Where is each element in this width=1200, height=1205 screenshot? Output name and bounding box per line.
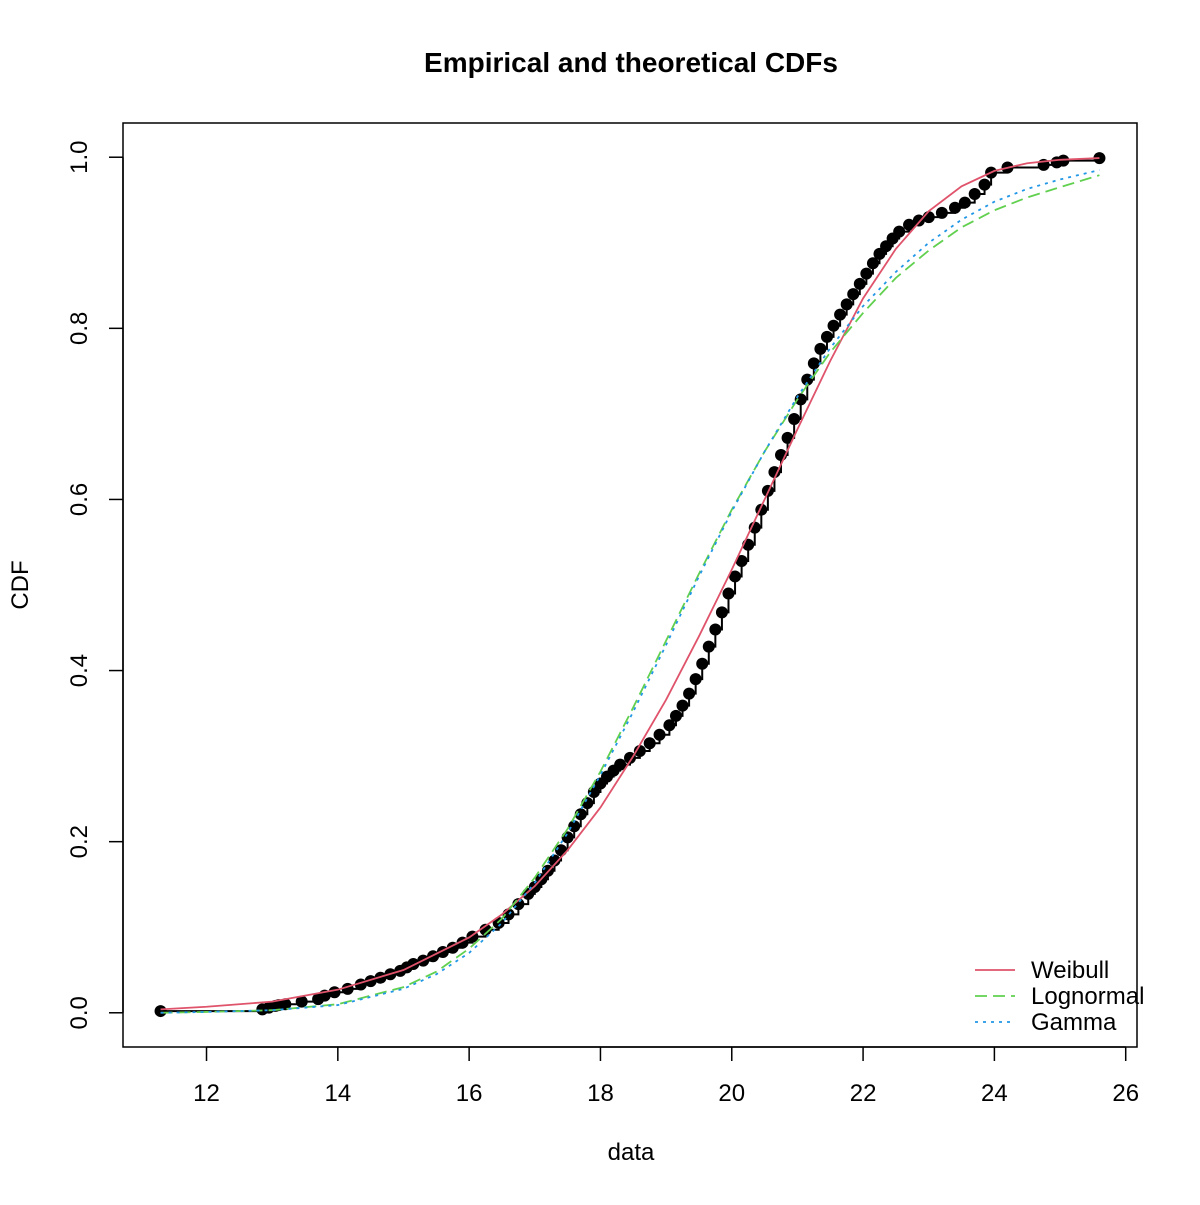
empirical-point xyxy=(903,218,916,231)
empirical-point xyxy=(935,206,948,219)
y-tick-label: 0.6 xyxy=(66,483,93,516)
y-axis: 0.0 0.2 0.4 0.6 0.8 1.0 xyxy=(66,141,124,1029)
empirical-point xyxy=(807,357,820,370)
y-tick-label: 0.2 xyxy=(66,825,93,858)
x-tick-label: 20 xyxy=(718,1080,745,1107)
empirical-point xyxy=(676,699,689,712)
x-tick-label: 22 xyxy=(850,1080,877,1107)
empirical-point xyxy=(702,640,715,653)
empirical-point xyxy=(860,267,873,280)
empirical-point xyxy=(729,570,742,583)
plot-area xyxy=(154,152,1106,1018)
empirical-point xyxy=(663,719,676,732)
y-tick-label: 0.8 xyxy=(66,312,93,345)
empirical-point xyxy=(978,178,991,191)
empirical-cdf-step xyxy=(160,158,1101,1013)
empirical-point xyxy=(653,728,666,741)
empirical-point xyxy=(479,923,492,936)
x-tick-label: 14 xyxy=(324,1080,351,1107)
plot-frame xyxy=(122,122,1138,1048)
empirical-point xyxy=(768,466,781,479)
empirical-point xyxy=(715,606,728,619)
empirical-point xyxy=(820,330,833,343)
empirical-point xyxy=(840,298,853,311)
empirical-point xyxy=(328,986,341,999)
empirical-point xyxy=(958,196,971,209)
series-line-weibull xyxy=(160,157,1100,1011)
empirical-point xyxy=(893,225,906,238)
empirical-point xyxy=(696,657,709,670)
empirical-point xyxy=(643,737,656,750)
x-tick-label: 24 xyxy=(981,1080,1008,1107)
legend-label-weibull: Weibull xyxy=(1031,957,1109,984)
empirical-point xyxy=(722,587,735,600)
legend-label-lognormal: Lognormal xyxy=(1031,983,1144,1010)
empirical-point xyxy=(788,413,801,426)
empirical-point xyxy=(748,521,761,534)
empirical-point xyxy=(814,342,827,355)
empirical-point xyxy=(709,623,722,636)
chart-title: Empirical and theoretical CDFs xyxy=(424,47,838,78)
empirical-point xyxy=(633,744,646,757)
y-tick-label: 1.0 xyxy=(66,141,93,174)
empirical-point xyxy=(866,257,879,270)
x-axis-label: data xyxy=(608,1139,655,1166)
empirical-point xyxy=(683,687,696,700)
y-axis-label: CDF xyxy=(7,560,34,609)
empirical-point xyxy=(689,673,702,686)
x-axis: 12 14 16 18 20 22 24 26 xyxy=(193,1046,1139,1107)
x-tick-label: 12 xyxy=(193,1080,220,1107)
empirical-point xyxy=(949,201,961,214)
x-tick-label: 26 xyxy=(1112,1080,1139,1107)
empirical-point xyxy=(279,998,292,1011)
empirical-point xyxy=(561,831,574,844)
empirical-point xyxy=(154,1005,167,1018)
empirical-point xyxy=(669,709,682,722)
y-tick-label: 0.0 xyxy=(66,996,93,1029)
empirical-point xyxy=(853,277,866,290)
series-line-gamma xyxy=(160,169,1100,1014)
x-tick-label: 18 xyxy=(587,1080,614,1107)
empirical-point xyxy=(827,319,840,332)
empirical-point xyxy=(614,758,627,771)
empirical-point xyxy=(912,214,925,227)
empirical-point xyxy=(568,820,581,833)
legend-label-gamma: Gamma xyxy=(1031,1009,1117,1036)
empirical-point xyxy=(1057,154,1070,167)
empirical-point xyxy=(847,288,860,301)
x-tick-label: 16 xyxy=(456,1080,483,1107)
empirical-point xyxy=(968,188,981,201)
empirical-point xyxy=(735,555,748,568)
empirical-point xyxy=(781,431,794,444)
series-line-lognormal xyxy=(160,174,1100,1014)
empirical-point xyxy=(834,308,847,321)
y-tick-label: 0.4 xyxy=(66,654,93,687)
empirical-point xyxy=(548,854,561,867)
empirical-point xyxy=(295,995,308,1008)
